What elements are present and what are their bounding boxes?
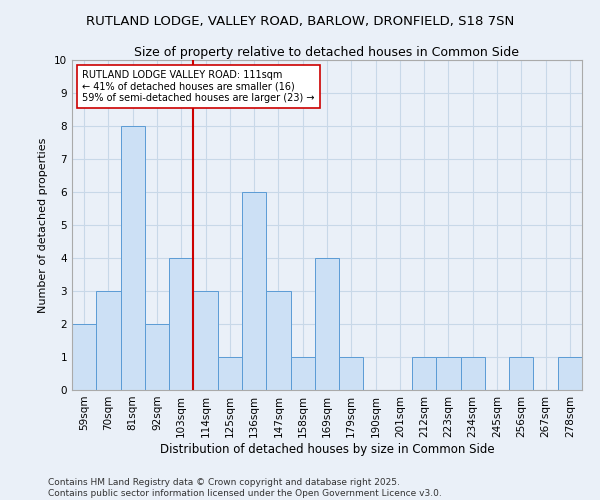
Bar bbox=[96, 291, 121, 390]
Text: RUTLAND LODGE, VALLEY ROAD, BARLOW, DRONFIELD, S18 7SN: RUTLAND LODGE, VALLEY ROAD, BARLOW, DRON… bbox=[86, 15, 514, 28]
Title: Size of property relative to detached houses in Common Side: Size of property relative to detached ho… bbox=[134, 46, 520, 59]
Bar bbox=[558, 357, 582, 390]
Bar bbox=[121, 126, 145, 390]
Bar bbox=[266, 291, 290, 390]
Bar bbox=[218, 357, 242, 390]
Bar bbox=[169, 258, 193, 390]
Bar bbox=[509, 357, 533, 390]
Bar bbox=[436, 357, 461, 390]
Bar bbox=[315, 258, 339, 390]
Bar bbox=[339, 357, 364, 390]
Bar bbox=[242, 192, 266, 390]
Bar bbox=[193, 291, 218, 390]
Bar bbox=[461, 357, 485, 390]
Bar bbox=[145, 324, 169, 390]
Bar bbox=[290, 357, 315, 390]
Text: Contains HM Land Registry data © Crown copyright and database right 2025.
Contai: Contains HM Land Registry data © Crown c… bbox=[48, 478, 442, 498]
Y-axis label: Number of detached properties: Number of detached properties bbox=[38, 138, 49, 312]
Text: RUTLAND LODGE VALLEY ROAD: 111sqm
← 41% of detached houses are smaller (16)
59% : RUTLAND LODGE VALLEY ROAD: 111sqm ← 41% … bbox=[82, 70, 314, 103]
X-axis label: Distribution of detached houses by size in Common Side: Distribution of detached houses by size … bbox=[160, 442, 494, 456]
Bar bbox=[412, 357, 436, 390]
Bar bbox=[72, 324, 96, 390]
